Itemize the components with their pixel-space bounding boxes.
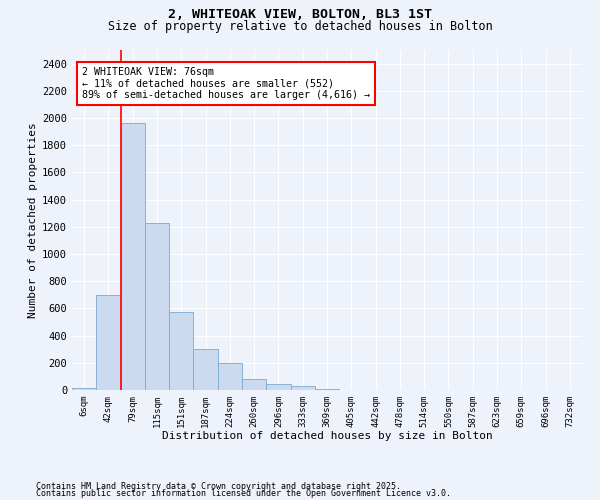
Bar: [121, 124, 145, 390]
Bar: [193, 348, 218, 390]
Text: Contains public sector information licensed under the Open Government Licence v3: Contains public sector information licen…: [36, 490, 451, 498]
Text: Contains HM Land Registry data © Crown copyright and database right 2025.: Contains HM Land Registry data © Crown c…: [36, 482, 401, 491]
Text: Size of property relative to detached houses in Bolton: Size of property relative to detached ho…: [107, 20, 493, 33]
Bar: [242, 379, 266, 390]
Y-axis label: Number of detached properties: Number of detached properties: [28, 122, 38, 318]
Text: 2, WHITEOAK VIEW, BOLTON, BL3 1ST: 2, WHITEOAK VIEW, BOLTON, BL3 1ST: [168, 8, 432, 20]
Bar: [169, 312, 193, 390]
Title: 2, WHITEOAK VIEW, BOLTON, BL3 1ST
Size of property relative to detached houses i: 2, WHITEOAK VIEW, BOLTON, BL3 1ST Size o…: [0, 499, 1, 500]
Bar: [145, 222, 169, 390]
Bar: [218, 363, 242, 390]
Bar: [72, 388, 96, 390]
Bar: [266, 384, 290, 390]
Bar: [290, 386, 315, 390]
Text: 2 WHITEOAK VIEW: 76sqm
← 11% of detached houses are smaller (552)
89% of semi-de: 2 WHITEOAK VIEW: 76sqm ← 11% of detached…: [82, 67, 370, 100]
X-axis label: Distribution of detached houses by size in Bolton: Distribution of detached houses by size …: [161, 432, 493, 442]
Bar: [96, 295, 121, 390]
